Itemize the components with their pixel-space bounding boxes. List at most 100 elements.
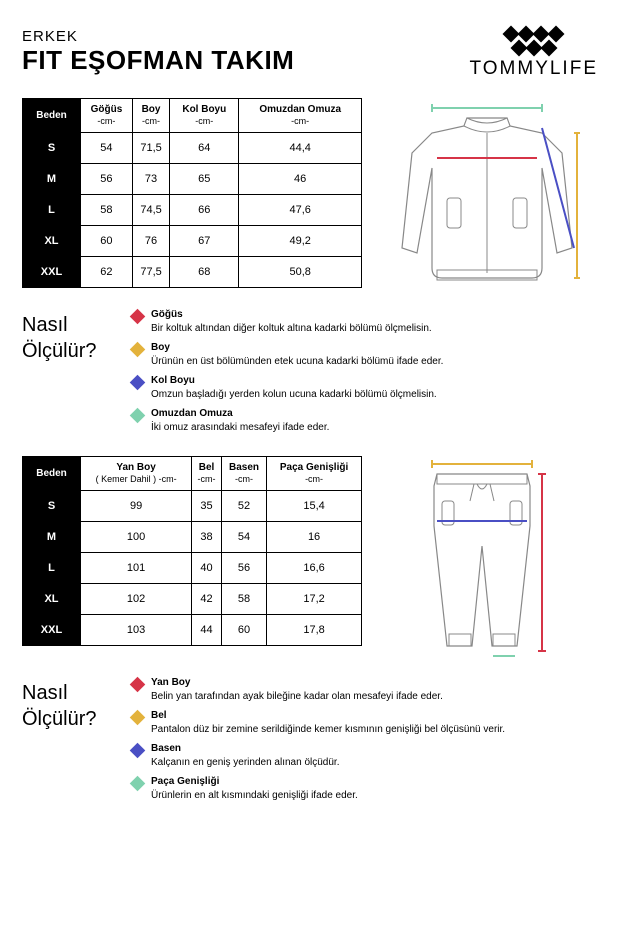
table-cell: 56	[81, 164, 133, 195]
how-line1: Nasıl	[22, 312, 112, 338]
table-cell: 52	[221, 491, 266, 522]
main-title: FIT EŞOFMAN TAKIM	[22, 47, 294, 73]
table-cell: 40	[192, 553, 222, 584]
subtitle: ERKEK	[22, 28, 294, 45]
table-cell: 102	[81, 584, 192, 615]
table-cell: 46	[239, 164, 362, 195]
how-title: Nasıl Ölçülür?	[22, 308, 112, 440]
table-cell: S	[23, 133, 81, 164]
table-cell: XL	[23, 584, 81, 615]
jacket-diagram	[376, 98, 598, 298]
table-cell: 64	[170, 133, 239, 164]
table-row: M100385416	[23, 522, 362, 553]
table-cell: 68	[170, 257, 239, 288]
table-cell: 66	[170, 195, 239, 226]
legend-item: Yan BoyBelin yan tarafından ayak bileğin…	[132, 676, 598, 703]
table-row: XXL103446017,8	[23, 615, 362, 646]
table-cell: 58	[221, 584, 266, 615]
legend-diamond-icon	[130, 309, 146, 325]
legend-diamond-icon	[130, 408, 146, 424]
how-line2: Ölçülür?	[22, 706, 112, 732]
table-cell: 50,8	[239, 257, 362, 288]
table-cell: XXL	[23, 257, 81, 288]
legend-text: Kol BoyuOmzun başladığı yerden kolun ucu…	[151, 374, 437, 401]
table-cell: 17,8	[267, 615, 362, 646]
legend-item: Omuzdan Omuzaİki omuz arasındaki mesafey…	[132, 407, 598, 434]
table-cell: 54	[81, 133, 133, 164]
table-cell: 54	[221, 522, 266, 553]
column-header: Göğüs-cm-	[81, 99, 133, 133]
jacket-icon	[392, 98, 582, 298]
how-block-top: Nasıl Ölçülür? GöğüsBir koltuk altından …	[22, 308, 598, 440]
table-cell: 65	[170, 164, 239, 195]
legend-diamond-icon	[130, 375, 146, 391]
section-bottom: BedenYan Boy( Kemer Dahil ) -cm-Bel-cm-B…	[22, 456, 598, 666]
table-row: XL60766749,2	[23, 226, 362, 257]
legend-bottom: Yan BoyBelin yan tarafından ayak bileğin…	[132, 676, 598, 808]
legend-diamond-icon	[130, 342, 146, 358]
table-row: M56736546	[23, 164, 362, 195]
table-cell: 15,4	[267, 491, 362, 522]
table-row: XXL6277,56850,8	[23, 257, 362, 288]
table-cell: 73	[132, 164, 169, 195]
column-header: Omuzdan Omuza-cm-	[239, 99, 362, 133]
legend-diamond-icon	[130, 743, 146, 759]
table-row: L101405616,6	[23, 553, 362, 584]
how-title: Nasıl Ölçülür?	[22, 676, 112, 808]
legend-item: BelPantalon düz bir zemine serildiğinde …	[132, 709, 598, 736]
table-cell: 16,6	[267, 553, 362, 584]
legend-text: Yan BoyBelin yan tarafından ayak bileğin…	[151, 676, 443, 703]
table-cell: 44	[192, 615, 222, 646]
table-row: L5874,56647,6	[23, 195, 362, 226]
table-cell: 42	[192, 584, 222, 615]
legend-diamond-icon	[130, 776, 146, 792]
table-cell: 35	[192, 491, 222, 522]
how-line1: Nasıl	[22, 680, 112, 706]
table-cell: 47,6	[239, 195, 362, 226]
table-cell: 103	[81, 615, 192, 646]
table-cell: 62	[81, 257, 133, 288]
legend-text: BasenKalçanın en geniş yerinden alınan ö…	[151, 742, 339, 769]
table-row: S99355215,4	[23, 491, 362, 522]
legend-item: Kol BoyuOmzun başladığı yerden kolun ucu…	[132, 374, 598, 401]
how-line2: Ölçülür?	[22, 338, 112, 364]
legend-top: GöğüsBir koltuk altından diğer koltuk al…	[132, 308, 598, 440]
table-cell: 99	[81, 491, 192, 522]
legend-text: Paça GenişliğiÜrünlerin en alt kısmındak…	[151, 775, 358, 802]
title-block: ERKEK FIT EŞOFMAN TAKIM	[22, 28, 294, 73]
table-cell: 60	[81, 226, 133, 257]
table-cell: 100	[81, 522, 192, 553]
table-cell: 67	[170, 226, 239, 257]
brand-block: TOMMYLIFE	[470, 28, 599, 80]
brand-name: TOMMYLIFE	[470, 58, 599, 80]
size-table-bottom: BedenYan Boy( Kemer Dahil ) -cm-Bel-cm-B…	[22, 456, 362, 646]
table-cell: XL	[23, 226, 81, 257]
legend-diamond-icon	[130, 677, 146, 693]
table-cell: 17,2	[267, 584, 362, 615]
column-header: Paça Genişliği-cm-	[267, 457, 362, 491]
legend-text: BelPantalon düz bir zemine serildiğinde …	[151, 709, 505, 736]
table-row: S5471,56444,4	[23, 133, 362, 164]
table-cell: 44,4	[239, 133, 362, 164]
column-header: Beden	[23, 457, 81, 491]
legend-item: BasenKalçanın en geniş yerinden alınan ö…	[132, 742, 598, 769]
how-block-bottom: Nasıl Ölçülür? Yan BoyBelin yan tarafınd…	[22, 676, 598, 808]
table-cell: M	[23, 522, 81, 553]
table-cell: M	[23, 164, 81, 195]
table-cell: 101	[81, 553, 192, 584]
legend-text: BoyÜrünün en üst bölümünden etek ucuna k…	[151, 341, 443, 368]
table-row: XL102425817,2	[23, 584, 362, 615]
table-cell: 77,5	[132, 257, 169, 288]
header: ERKEK FIT EŞOFMAN TAKIM TOMMYLIFE	[22, 28, 598, 80]
table-cell: L	[23, 195, 81, 226]
column-header: Boy-cm-	[132, 99, 169, 133]
column-header: Kol Boyu-cm-	[170, 99, 239, 133]
table-top: BedenGöğüs-cm-Boy-cm-Kol Boyu-cm-Omuzdan…	[22, 98, 362, 298]
legend-item: Paça GenişliğiÜrünlerin en alt kısmındak…	[132, 775, 598, 802]
table-cell: 76	[132, 226, 169, 257]
table-cell: 58	[81, 195, 133, 226]
table-cell: 71,5	[132, 133, 169, 164]
legend-text: GöğüsBir koltuk altından diğer koltuk al…	[151, 308, 432, 335]
column-header: Bel-cm-	[192, 457, 222, 491]
table-cell: 74,5	[132, 195, 169, 226]
